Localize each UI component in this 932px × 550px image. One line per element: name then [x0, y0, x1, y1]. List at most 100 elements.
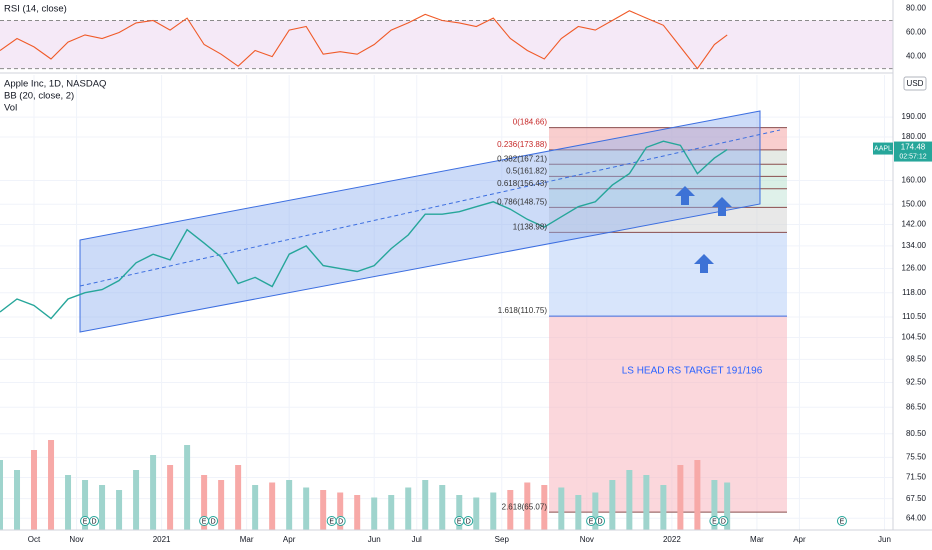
y-tick-label: 92.50 — [906, 378, 927, 387]
event-label: D — [598, 518, 603, 525]
event-label: D — [338, 518, 343, 525]
event-label: E — [840, 518, 845, 525]
volume-bar — [694, 460, 701, 530]
rsi-tick-label: 40.00 — [906, 52, 927, 61]
volume-bar — [524, 482, 531, 530]
event-label: E — [202, 518, 207, 525]
channel-mid — [79, 129, 781, 287]
fib-layer — [0, 75, 893, 530]
arrow — [712, 197, 732, 216]
y-tick-label: 75.50 — [906, 452, 927, 461]
fib-label: 0.786(148.75) — [497, 197, 547, 206]
event-label: D — [211, 518, 216, 525]
fib-label: 0.618(156.43) — [497, 179, 547, 188]
symbol-tag-label: AAPL — [874, 145, 892, 152]
x-tick-label: Nov — [69, 535, 83, 544]
volume-bar — [643, 475, 650, 530]
y-tick-label: 110.50 — [902, 312, 926, 321]
volume-bar — [14, 470, 21, 530]
volume-bar — [388, 495, 395, 530]
x-tick-label: 2021 — [153, 535, 171, 544]
volume-bar — [48, 440, 55, 530]
fib-band — [549, 316, 787, 513]
volume-bar — [184, 445, 191, 530]
event-label: E — [712, 518, 717, 525]
volume-bar — [269, 482, 276, 530]
event-icon — [89, 516, 100, 526]
annotation: LS HEAD RS TARGET 191/196 — [622, 366, 763, 377]
volume-bar — [558, 487, 565, 530]
y-tick-label: 134.00 — [902, 241, 927, 250]
volume-bar — [609, 480, 616, 530]
y-tick-label: 104.50 — [902, 333, 927, 342]
y-tick-label: 180.00 — [902, 132, 927, 141]
volume-bar — [320, 490, 327, 530]
x-tick-label: Jun — [878, 535, 891, 544]
x-tick-label: Jul — [412, 535, 422, 544]
event-icon — [836, 516, 847, 526]
y-tick-label: 160.00 — [902, 176, 927, 185]
price-tag-label: 174.48 — [901, 143, 926, 152]
arrows — [675, 186, 732, 273]
volume-bar — [150, 455, 157, 530]
event-icon — [208, 516, 219, 526]
volume-bar — [677, 465, 684, 530]
symbol-label: Apple Inc, 1D, NASDAQ — [4, 79, 106, 90]
fib-band — [549, 232, 787, 317]
x-tick-label: Oct — [28, 535, 41, 544]
fib-label: 2.618(65.07) — [502, 502, 548, 511]
y-tick-label: 67.50 — [906, 494, 927, 503]
event-label: D — [92, 518, 97, 525]
fib-label: 0(184.66) — [513, 118, 548, 127]
volume-bar — [405, 487, 412, 530]
volume-bar — [507, 490, 514, 530]
volume-bar — [371, 497, 378, 530]
countdown: 02:57:12 — [899, 153, 926, 160]
rsi-tick-label: 60.00 — [906, 28, 927, 37]
fib-band — [549, 149, 787, 165]
volume-bar — [575, 495, 582, 530]
volume-bar — [439, 485, 446, 530]
price-line — [0, 140, 728, 320]
event-label: E — [329, 518, 334, 525]
event-icon — [595, 516, 606, 526]
currency[interactable]: USD — [907, 79, 924, 88]
vol-label: Vol — [4, 103, 17, 114]
volume-bar — [592, 492, 599, 530]
event-icon — [463, 516, 474, 526]
y-tick-label: 64.00 — [906, 513, 927, 522]
rsi-label: RSI (14, close) — [4, 4, 67, 15]
volume-bar — [473, 497, 480, 530]
arrow — [694, 254, 714, 273]
volume-bar — [422, 480, 429, 530]
fib-label: 1.618(110.75) — [498, 306, 548, 315]
x-tick-label: Jun — [368, 535, 381, 544]
x-tick-label: Nov — [580, 535, 594, 544]
fib-label: 1(138.98) — [513, 223, 548, 232]
volume-bar — [235, 465, 242, 530]
volume-bar — [660, 485, 667, 530]
price-tag — [894, 141, 932, 162]
volume-bar — [303, 487, 310, 530]
volume-bar — [456, 495, 463, 530]
fib-label: 0.5(161.82) — [506, 166, 547, 175]
currency-box[interactable] — [903, 76, 927, 91]
x-tick-label: 2022 — [663, 535, 681, 544]
x-tick-label: Apr — [283, 535, 296, 544]
volume-bar — [626, 470, 633, 530]
volume-bar — [167, 465, 174, 530]
volume-bar — [337, 492, 344, 530]
volume-bar — [31, 450, 38, 530]
x-tick-label: Sep — [495, 535, 510, 544]
x-tick-label: Apr — [793, 535, 806, 544]
y-tick-label: 118.00 — [902, 288, 926, 297]
event-label: D — [466, 518, 471, 525]
rsi-tick-label: 80.00 — [906, 4, 927, 13]
event-label: E — [589, 518, 594, 525]
y-tick-label: 98.50 — [906, 354, 927, 363]
event-label: E — [83, 518, 88, 525]
event-label: E — [457, 518, 462, 525]
volume-bar — [724, 482, 731, 530]
volume-bar — [201, 475, 208, 530]
